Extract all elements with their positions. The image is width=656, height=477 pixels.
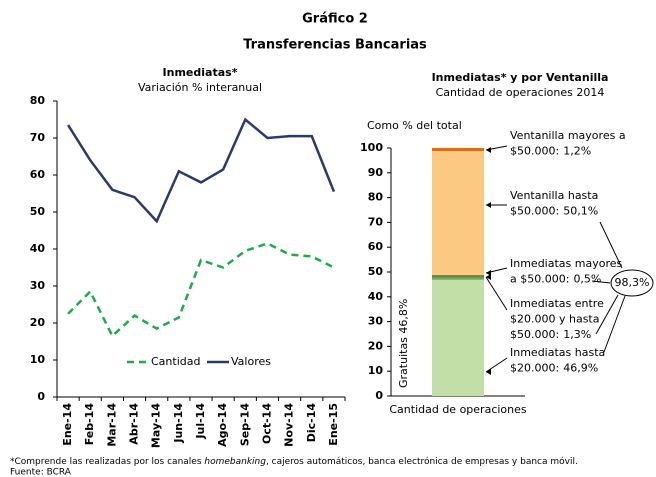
- right-title: Inmediatas* y por Ventanilla: [432, 71, 609, 84]
- arrow-head: [486, 270, 491, 276]
- x-tick-label: Ago-14: [216, 403, 229, 447]
- x-tick-label: Nov-14: [283, 403, 296, 447]
- segment-label: Ventanilla mayores a $50.000: 1,2%: [510, 129, 626, 158]
- segment-label: Inmediatas entre $20.000 y hasta $50.000: 1…: [510, 297, 604, 341]
- x-tick-label: Jul-14: [194, 403, 207, 440]
- x-tick-label: Dic-14: [305, 403, 318, 443]
- arrow: [591, 280, 611, 284]
- arrow-head: [486, 202, 491, 208]
- segment-label-line: $50.000:: [510, 328, 559, 341]
- x-tick-label: Cantidad de operaciones: [389, 403, 527, 416]
- bar-annotation: Gratuitas 46,8%: [397, 299, 410, 388]
- arrow: [595, 294, 619, 335]
- y-tick-label: 10: [30, 353, 46, 366]
- y-tick-label: 0: [375, 389, 383, 402]
- legend-label: Cantidad: [151, 355, 200, 368]
- arrow-head: [486, 369, 491, 375]
- segment-label-line: Inmediatas hasta: [510, 346, 605, 359]
- y-tick-label: 30: [30, 279, 46, 292]
- segment-value-label: 1,3%: [563, 328, 591, 341]
- left-subtitle: Variación % interanual: [138, 81, 262, 94]
- note-part: homebanking: [204, 457, 266, 467]
- segment-label-line: $20.000:: [510, 362, 559, 375]
- right-subtitle: Cantidad de operaciones 2014: [436, 86, 605, 99]
- total-ellipse: [610, 269, 654, 297]
- x-tick-label: May-14: [150, 403, 163, 448]
- y-tick-label: 90: [368, 166, 384, 179]
- bar-segment: [432, 276, 484, 280]
- x-tick-label: Feb-14: [83, 403, 96, 446]
- total-annotation: 98,3%: [615, 276, 650, 289]
- y-tick-label: 80: [30, 94, 46, 107]
- segment-label-line: Inmediatas mayores: [510, 257, 623, 270]
- arrow: [603, 295, 626, 353]
- line-series: [67, 242, 335, 338]
- y-tick-label: 60: [30, 168, 46, 181]
- note-part: , cajeros automáticos, banca electrónica…: [266, 456, 578, 467]
- y-tick-label: 30: [368, 315, 384, 328]
- x-tick-label: Oct-14: [260, 403, 273, 444]
- y-tick-label: 100: [360, 141, 383, 154]
- segment-label-line: Inmediatas entre: [510, 297, 604, 310]
- y-tick-label: 10: [368, 364, 384, 377]
- y-tick-label: 50: [30, 205, 46, 218]
- left-title: Inmediatas*: [163, 66, 238, 79]
- label-arrow: [485, 276, 508, 311]
- label-arrow: [485, 357, 508, 373]
- segment-label-line: a $50.000:: [510, 273, 569, 286]
- y-axis-label: Como % del total: [367, 119, 462, 132]
- y-tick-label: 70: [30, 131, 46, 144]
- segment-label: Inmediatas mayores a $50.000: 0,5%: [510, 257, 623, 286]
- bar-segment: [432, 275, 484, 277]
- segment-label-line: $50.000:: [510, 205, 559, 218]
- segment-label-line: Ventanilla mayores a: [510, 129, 626, 142]
- annotation-arrows: [591, 221, 654, 353]
- x-tick-label: Mar-14: [105, 403, 118, 447]
- bar-segment: [432, 279, 484, 396]
- legend-label: Valores: [231, 355, 271, 368]
- arrow-head: [486, 274, 491, 280]
- x-tick-label: Jun-14: [172, 403, 185, 444]
- segment-label-line: Ventanilla hasta: [510, 189, 598, 202]
- x-tick-label: Ene-15: [327, 403, 340, 446]
- y-tick-label: 40: [368, 290, 384, 303]
- segment-value-label: 46,9%: [563, 362, 598, 375]
- page-subtitle: Transferencias Bancarias: [243, 38, 427, 53]
- arrow-head: [486, 147, 491, 153]
- segment-label-line: $50.000:: [510, 145, 559, 158]
- page-title: Gráfico 2: [302, 12, 368, 27]
- arrow: [599, 221, 623, 269]
- y-tick-label: 20: [368, 339, 384, 352]
- segment-label-line: $20.000 y hasta: [510, 313, 600, 326]
- source: Fuente: BCRA: [10, 468, 72, 477]
- y-tick-label: 80: [368, 191, 384, 204]
- x-tick-label: Sep-14: [238, 403, 251, 446]
- y-tick-label: 50: [368, 265, 384, 278]
- y-tick-label: 0: [37, 390, 45, 403]
- segment-label: Inmediatas hasta $20.000: 46,9%: [510, 346, 605, 375]
- y-tick-label: 20: [30, 316, 46, 329]
- bar-segment: [432, 148, 484, 151]
- y-tick-label: 40: [30, 242, 46, 255]
- segment-label: Ventanilla hasta $50.000: 50,1%: [510, 189, 598, 218]
- x-tick-label: Ene-14: [61, 403, 74, 446]
- y-tick-label: 60: [368, 240, 384, 253]
- line-series: [67, 117, 336, 224]
- segment-value-label: 1,2%: [563, 145, 591, 158]
- footnote: *Comprende las realizadas por los canale…: [10, 456, 578, 467]
- segment-value-label: 0,5%: [573, 273, 601, 286]
- x-tick-label: Abr-14: [128, 403, 141, 445]
- y-tick-label: 70: [368, 215, 384, 228]
- bar-segment: [432, 150, 484, 276]
- note-part: *Comprende las realizadas por los canale…: [10, 457, 204, 467]
- segment-value-label: 50,1%: [563, 205, 598, 218]
